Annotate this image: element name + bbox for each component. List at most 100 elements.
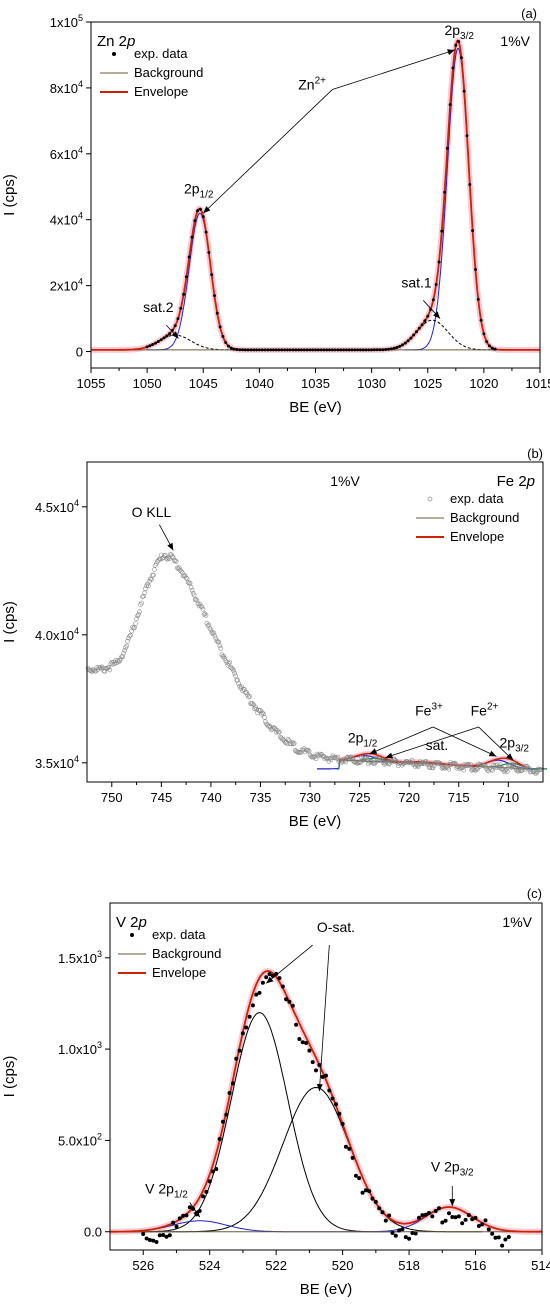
legend: exp. data Background Envelope: [118, 927, 221, 980]
exp-data-point: [476, 1224, 481, 1228]
exp-data-point: [151, 572, 156, 578]
y-tick-label: 1.0x103: [58, 1040, 102, 1057]
exp-data-point: [504, 769, 510, 774]
legend: exp. data Background Envelope: [416, 491, 519, 544]
exp-data-point: [506, 1235, 511, 1239]
exp-data-point: [536, 767, 542, 773]
exp-data-point: [146, 583, 151, 589]
exp-data-points: [85, 552, 544, 776]
exp-data-point: [191, 1206, 196, 1211]
exp-data-point: [488, 344, 491, 348]
exp-data-point: [199, 604, 205, 610]
fe-2p-panel: (b) 750 745 740 735 730 725 720 715 710 3.5x104 4.…: [0, 440, 550, 880]
exp-data-point: [314, 348, 317, 352]
exp-data-point: [250, 701, 255, 706]
y-axis: 3.5x104 4.0x104 4.5x104: [35, 498, 87, 771]
exp-data-point: [247, 693, 252, 699]
exp-data-point: [142, 590, 147, 596]
exp-data-point: [400, 1227, 405, 1232]
exp-data-point: [157, 1233, 162, 1238]
exp-data-point: [133, 621, 138, 626]
exp-data-point: [372, 348, 376, 352]
exp-data-point: [370, 348, 374, 352]
exp-data-point: [463, 1217, 468, 1222]
exp-data-point: [358, 348, 362, 352]
exp-data-point: [365, 756, 370, 762]
exp-data-point: [277, 348, 281, 352]
exp-data-point: [168, 332, 172, 336]
condition-label: 1%V: [330, 473, 360, 489]
exp-data-point: [412, 763, 418, 769]
plot-area: [91, 37, 540, 353]
exp-data-point: [224, 1112, 229, 1117]
exp-data-point: [148, 344, 152, 348]
x-tick-label: 735: [250, 790, 272, 805]
exp-data-point: [462, 89, 466, 93]
exp-data-point: [470, 1217, 475, 1222]
exp-data-point: [184, 576, 190, 581]
exp-data-point: [246, 348, 250, 352]
exp-data-point: [288, 348, 292, 352]
annotation-fe-sat: sat.: [426, 737, 449, 753]
exp-data-point: [190, 235, 194, 239]
exp-data-point: [486, 1227, 491, 1232]
exp-data-point: [490, 767, 495, 773]
x-tick-label: 518: [398, 1258, 420, 1273]
exp-data-point: [250, 1003, 255, 1008]
exp-data-point: [468, 183, 472, 186]
exp-data-point: [207, 251, 211, 254]
y-tick-label: 4.5x104: [35, 498, 79, 515]
annotations: 2p3/2 2p1/2 Zn2+ sat.1 sat.2: [143, 22, 474, 315]
exp-data-point: [215, 311, 219, 315]
zn-2p-chart: (a) 1055 1050 1045 1040 1035 1030 1025 1020 1015…: [1, 6, 550, 416]
exp-data-point: [233, 673, 238, 679]
exp-data-point: [423, 1212, 428, 1217]
legend-label: Envelope: [152, 965, 206, 980]
exp-data-point: [173, 324, 177, 328]
y-tick-label: 1.5x103: [58, 949, 102, 966]
exp-data-point: [482, 332, 486, 336]
x-tick-label: 725: [349, 790, 371, 805]
exp-data-point: [427, 765, 433, 771]
exp-data-point: [235, 348, 239, 351]
exp-data-point: [407, 1236, 412, 1241]
panel-label: (b): [527, 446, 543, 461]
exp-data-point: [437, 260, 441, 264]
exp-data-point: [211, 1169, 215, 1174]
exp-data-point: [490, 1231, 495, 1236]
exp-data-point: [417, 1215, 421, 1220]
exp-data-point: [343, 1144, 348, 1149]
exp-data-point: [263, 719, 268, 725]
exp-data-point: [217, 1137, 222, 1141]
exp-data-point: [446, 766, 452, 772]
annotation-fe-2p32: 2p3/2: [500, 734, 530, 754]
exp-data-point: [311, 348, 315, 352]
exp-data-point: [176, 317, 180, 321]
exp-data-point: [134, 616, 139, 621]
exp-data-point: [99, 664, 105, 670]
exp-data-point: [381, 348, 385, 352]
exp-data-point: [280, 348, 284, 352]
exp-data-point: [500, 1243, 505, 1248]
condition-label: 1%V: [502, 914, 532, 930]
exp-data-point: [151, 343, 155, 346]
exp-data-point: [413, 1231, 418, 1236]
exp-data-point: [272, 725, 277, 731]
exp-data-point: [367, 1189, 372, 1194]
exp-data-point: [395, 346, 399, 349]
exp-data-point: [384, 348, 388, 351]
exp-data-point: [201, 1194, 205, 1199]
annotation-arrow: [478, 726, 514, 761]
exp-data-point: [305, 348, 309, 352]
plot-area: [85, 552, 547, 776]
x-tick-label: 720: [398, 790, 420, 805]
exp-data-point: [188, 585, 194, 590]
exp-data-point: [344, 348, 348, 352]
exp-data-point: [480, 1222, 485, 1227]
exp-data-point: [343, 759, 349, 765]
exp-data-point: [349, 755, 355, 760]
exp-data-point: [261, 711, 266, 717]
exp-data-point: [468, 761, 473, 767]
x-tick-label: 1050: [133, 376, 162, 391]
exp-data-point: [127, 633, 132, 639]
